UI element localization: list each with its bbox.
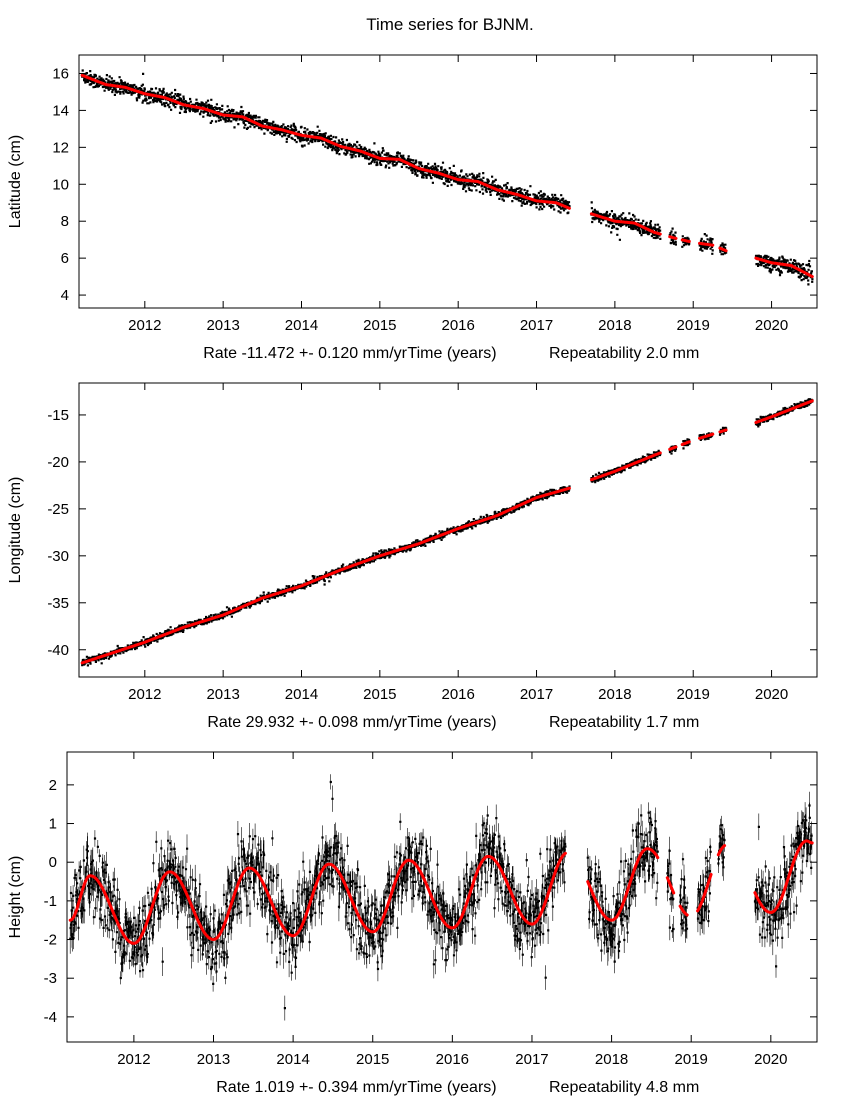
panel-3: 2012 2013 2014 2015 2016 2017 2018 2019 2020 -4 -3…	[7, 751, 818, 1096]
panel-1: 2012 2013 2014 2015 2016 2017 2018 2019 2020 4 6 8 1…	[7, 54, 818, 362]
fit-line-segment-1	[80, 73, 571, 210]
x-tick-label: 2020	[755, 686, 788, 703]
x-tick-label: 2020	[755, 317, 788, 334]
y-axis-label: Longitude (cm)	[7, 477, 24, 584]
x-tick-label: 2020	[754, 1051, 787, 1068]
y-tick-label: -40	[47, 642, 69, 659]
y-tick-label: 8	[61, 213, 69, 230]
plot-frame	[66, 751, 818, 1043]
x-tick-label: 2012	[128, 317, 161, 334]
panel-2: 2012 2013 2014 2015 2016 2017 2018 2019 2020 -40 -…	[7, 382, 818, 731]
repeatability-label: Repeatability 4.8 mm	[549, 1079, 699, 1096]
fit-series	[80, 73, 814, 279]
x-axis-label: Time (years)	[407, 714, 496, 731]
fit-line-segment-2	[589, 451, 662, 482]
fit-line-segment-7	[753, 839, 814, 915]
fit-line-segment-4	[680, 440, 691, 446]
y-axis-label: Latitude (cm)	[7, 135, 24, 228]
y-tick-label: 6	[61, 250, 69, 267]
x-tick-label: 2016	[441, 686, 474, 703]
fit-line-segment-6	[718, 246, 728, 253]
fit-line-segment-7	[754, 256, 814, 279]
y-tick-label: 16	[52, 65, 69, 82]
y-tick-label: -20	[47, 454, 69, 471]
observations-series	[69, 774, 814, 1021]
rate-label: Rate 1.019 +- 0.394 mm/yr	[216, 1079, 407, 1096]
x-tick-label: 2019	[675, 1051, 708, 1068]
y-tick-label: 0	[49, 854, 57, 871]
x-tick-label: 2018	[598, 317, 631, 334]
x-tick-label: 2016	[436, 1051, 469, 1068]
x-tick-label: 2016	[441, 317, 474, 334]
x-tick-label: 2014	[285, 317, 318, 334]
rate-label: Rate 29.932 +- 0.098 mm/yr	[207, 714, 407, 731]
x-tick-label: 2018	[595, 1051, 628, 1068]
x-tick-label: 2015	[363, 686, 396, 703]
x-tick-label: 2012	[128, 686, 161, 703]
y-tick-label: -15	[47, 407, 69, 424]
x-tick-label: 2014	[285, 686, 318, 703]
y-tick-label: 4	[61, 287, 69, 304]
x-tick-label: 2018	[598, 686, 631, 703]
figure-title: Time series for BJNM.	[366, 15, 534, 34]
x-tick-label: 2013	[197, 1051, 230, 1068]
x-tick-label: 2017	[520, 317, 553, 334]
fit-line-segment-5	[698, 432, 715, 440]
y-tick-label: 14	[52, 102, 69, 119]
repeatability-label: Repeatability 2.0 mm	[549, 345, 699, 362]
fit-line-segment-2	[589, 212, 662, 236]
fit-line-segment-5	[696, 872, 713, 913]
fit-line-segment-1	[68, 851, 567, 945]
fit-line-segment-3	[665, 876, 676, 895]
y-tick-label: -35	[47, 595, 69, 612]
fit-line-segment-5	[698, 241, 715, 247]
fit-line-segment-6	[718, 428, 728, 434]
y-axis-label: Height (cm)	[7, 856, 24, 939]
rate-label: Rate -11.472 +- 0.120 mm/yr	[203, 345, 407, 362]
y-tick-label: 1	[49, 816, 57, 833]
x-tick-label: 2015	[356, 1051, 389, 1068]
x-axis-label: Time (years)	[407, 1079, 496, 1096]
x-tick-label: 2019	[677, 686, 710, 703]
fit-line-segment-4	[678, 904, 689, 917]
fit-line-segment-7	[754, 399, 814, 424]
x-tick-label: 2015	[363, 317, 396, 334]
x-tick-label: 2013	[206, 317, 239, 334]
fit-line-segment-3	[668, 235, 678, 240]
y-tick-label: -30	[47, 548, 69, 565]
y-tick-label: -1	[44, 893, 57, 910]
y-tick-label: 12	[52, 139, 69, 156]
y-tick-label: -3	[44, 970, 57, 987]
fit-line-segment-4	[680, 238, 691, 243]
fit-line-segment-3	[668, 445, 678, 451]
plot-frame	[78, 382, 818, 678]
fit-line-segment-6	[716, 844, 727, 857]
y-tick-label: 2	[49, 777, 57, 794]
x-tick-label: 2019	[677, 317, 710, 334]
y-tick-label: -4	[44, 1009, 57, 1026]
fit-line-segment-2	[586, 847, 660, 922]
fit-series	[68, 839, 814, 945]
fit-line-segment-1	[80, 486, 571, 665]
y-tick-label: 10	[52, 176, 69, 193]
y-tick-label: -2	[44, 932, 57, 949]
x-axis-label: Time (years)	[407, 345, 496, 362]
x-tick-label: 2014	[276, 1051, 309, 1068]
y-tick-label: -25	[47, 501, 69, 518]
plot-frame	[78, 54, 818, 309]
x-tick-label: 2017	[520, 686, 553, 703]
x-tick-label: 2012	[117, 1051, 150, 1068]
fit-series	[80, 399, 814, 665]
repeatability-label: Repeatability 1.7 mm	[549, 714, 699, 731]
x-tick-label: 2013	[206, 686, 239, 703]
x-tick-label: 2017	[515, 1051, 548, 1068]
